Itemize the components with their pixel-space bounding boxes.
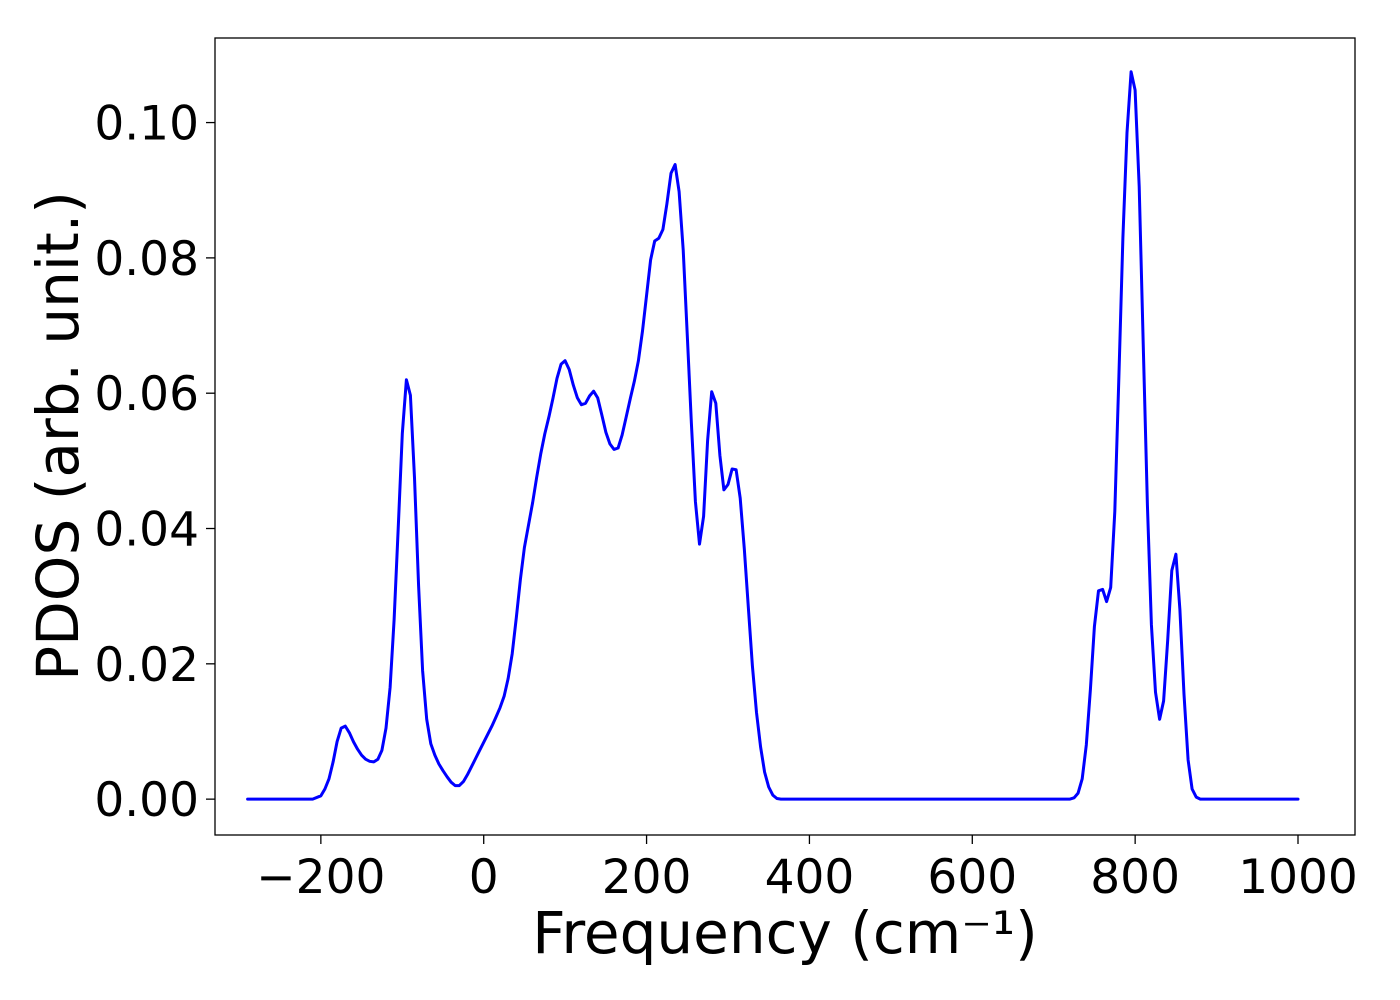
pdos-series-line bbox=[246, 70, 1300, 801]
y-tick-label: 0.02 bbox=[94, 638, 199, 693]
x-axis-ticks: −200 0 200 400 600 800 1000 bbox=[256, 835, 1358, 905]
x-tick-label: −200 bbox=[256, 850, 385, 905]
y-tick-label: 0.06 bbox=[94, 367, 199, 422]
y-axis-label: PDOS (arb. unit.) bbox=[24, 191, 92, 681]
y-tick-label: 0.00 bbox=[94, 773, 199, 828]
x-tick-label: 800 bbox=[1090, 850, 1180, 905]
x-tick-label: 200 bbox=[602, 850, 692, 905]
x-tick-label: 400 bbox=[765, 850, 855, 905]
y-axis-ticks: 0.00 0.02 0.04 0.06 0.08 0.10 bbox=[94, 97, 215, 828]
x-tick-label: 600 bbox=[927, 850, 1017, 905]
y-tick-label: 0.08 bbox=[94, 232, 199, 287]
x-tick-label: 1000 bbox=[1238, 850, 1358, 905]
plot-frame bbox=[214, 37, 1356, 836]
x-axis-label: Frequency (cm⁻¹) bbox=[532, 899, 1038, 967]
x-tick-label: 0 bbox=[469, 850, 499, 905]
y-tick-label: 0.04 bbox=[94, 503, 199, 558]
y-tick-label: 0.10 bbox=[94, 97, 199, 152]
